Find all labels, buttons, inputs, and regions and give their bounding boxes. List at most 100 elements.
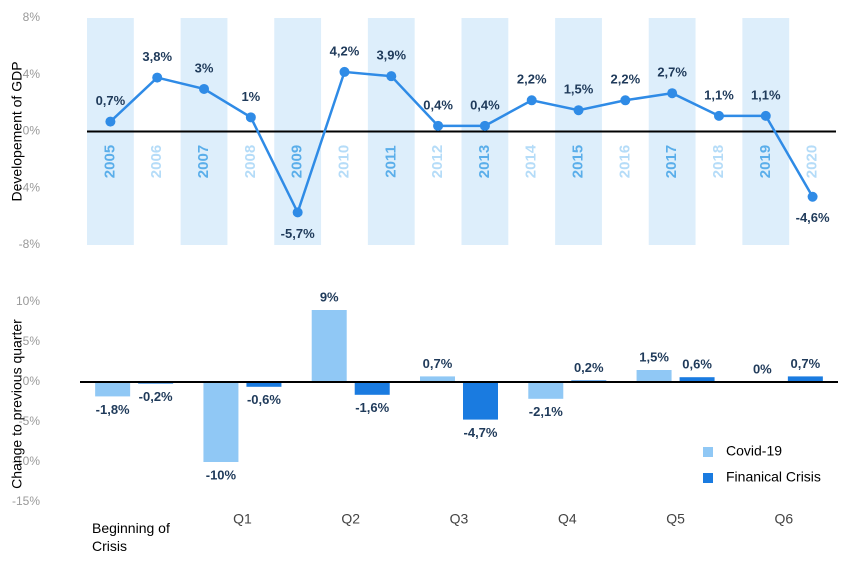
y-tick-label: -5% [19,414,41,428]
x-tick-label: 2014 [523,144,540,178]
x-tick-label: 2006 [148,145,165,178]
y-tick-label: 0% [23,374,41,388]
point [713,110,724,121]
point [807,191,818,202]
y-tick-label: -8% [19,237,41,251]
data-label: 4,2% [330,43,360,58]
data-label: -4,6% [796,210,830,225]
x-tick-label: 2019 [757,145,774,178]
x-tick-label: Q3 [450,511,469,527]
x-tick-label: Q4 [558,511,577,527]
data-label: 2,2% [517,72,547,87]
bar [354,382,390,395]
bar [311,310,347,382]
line [109,70,814,216]
x-tick-label: 2008 [242,145,259,178]
bar [420,376,455,382]
x-tick-label: 2018 [710,145,727,178]
data-label: 0% [753,361,772,376]
x-tick-label: 2005 [101,145,118,178]
data-label: -10% [206,467,237,482]
data-label: 1,1% [751,87,781,102]
legend-label: Covid-19 [726,443,782,459]
data-label: -2,1% [529,404,563,419]
point [479,120,490,131]
point [152,72,163,83]
point [199,83,210,94]
data-label: 0,4% [470,97,500,112]
data-label: 0,7% [423,356,453,371]
x-tick-label: 2013 [476,145,493,178]
y-tick-label: 0% [23,124,41,138]
point [526,95,537,106]
point [760,110,771,121]
data-label: 2,7% [657,65,687,80]
x-tick-label: 2011 [382,145,399,178]
point [105,116,116,127]
data-label: -4,7% [464,425,498,440]
x-tick-label: 2009 [289,145,306,178]
data-label: 1,5% [564,82,594,97]
data-label: -5,7% [281,226,315,241]
point [433,120,444,131]
data-label: 0,2% [574,360,604,375]
y-axis-label: Change to previous quarter [9,319,25,489]
x-tick-label: 2015 [570,145,587,178]
data-label: 1,5% [639,349,669,364]
legend-label: Finanical Crisis [726,469,821,485]
data-label: 3,9% [376,48,406,63]
y-axis-label: Developement of GDP [9,61,25,201]
data-label: -0,2% [139,389,173,404]
x-tick-label: Q6 [775,511,794,527]
bar [246,382,282,387]
y-tick-label: 10% [16,294,40,308]
x-tick-label: 2007 [195,145,212,178]
bar [787,376,823,382]
point [573,105,584,116]
y-tick-label: 5% [23,334,41,348]
x-tick-label: 2017 [663,145,680,178]
x-tick-label: 2016 [616,145,633,178]
data-label: 2,2% [611,72,641,87]
x-tick-label: Q5 [666,511,685,527]
data-label: 0,7% [791,356,821,371]
data-label: 1,1% [704,87,734,102]
x-tick-label: 2012 [429,145,446,178]
data-label: -1,8% [96,402,130,417]
data-label: 9% [320,289,339,304]
legend-swatch [703,473,713,483]
point [292,207,303,218]
y-tick-label: -10% [12,454,40,468]
point [620,95,631,106]
y-tick-label: -15% [12,494,40,508]
bar [95,382,131,397]
data-label: 0,4% [423,97,453,112]
data-label: 0,7% [96,93,126,108]
y-tick-label: -4% [19,180,41,194]
data-label: 3,8% [142,49,172,64]
x-tick-label: 2010 [335,145,352,178]
y-tick-label: 4% [23,67,41,81]
point [667,88,678,99]
data-label: 1% [241,89,260,104]
x-tick-label: Beginning of Crisis [92,520,170,554]
point [386,71,397,82]
bar [463,382,498,420]
data-label: 3% [195,60,214,75]
bar [636,370,672,382]
x-tick-label: 2020 [804,145,821,178]
legend-swatch [703,447,713,457]
bar [203,382,239,462]
data-label: -1,6% [355,400,389,415]
bar [679,377,715,382]
data-label: 0,6% [682,357,712,372]
y-tick-label: 8% [23,10,41,24]
data-label: -0,6% [247,392,281,407]
point [339,66,350,77]
x-tick-label: Q2 [341,511,360,527]
bar [528,382,564,399]
point [245,112,256,123]
x-tick-label: Q1 [233,511,252,527]
